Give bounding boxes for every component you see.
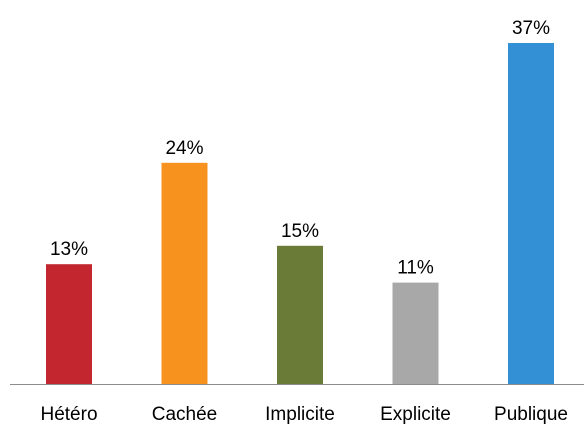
x-tick-label-4: Publique	[494, 404, 568, 425]
x-tick-label-2: Implicite	[265, 404, 335, 425]
bar-4	[508, 43, 554, 384]
x-tick-label-1: Cachée	[152, 404, 218, 425]
bar-1	[161, 162, 208, 384]
x-tick-label-3: Explicite	[380, 404, 451, 425]
x-tick-label-0: Hétéro	[40, 404, 97, 425]
data-labels-group: 13% 24% 15% 11% 37%	[50, 18, 550, 279]
x-tick-labels-group: Hétéro Cachée Implicite Explicite Publique	[40, 404, 567, 425]
data-label-2: 15%	[281, 221, 319, 242]
data-label-1: 24%	[165, 138, 203, 159]
bar-0	[46, 264, 92, 384]
data-label-0: 13%	[50, 239, 88, 260]
bars-group	[46, 43, 554, 384]
bar-3	[392, 282, 439, 384]
bar-2	[277, 245, 323, 384]
data-label-4: 37%	[512, 18, 550, 39]
data-label-3: 11%	[397, 258, 434, 279]
